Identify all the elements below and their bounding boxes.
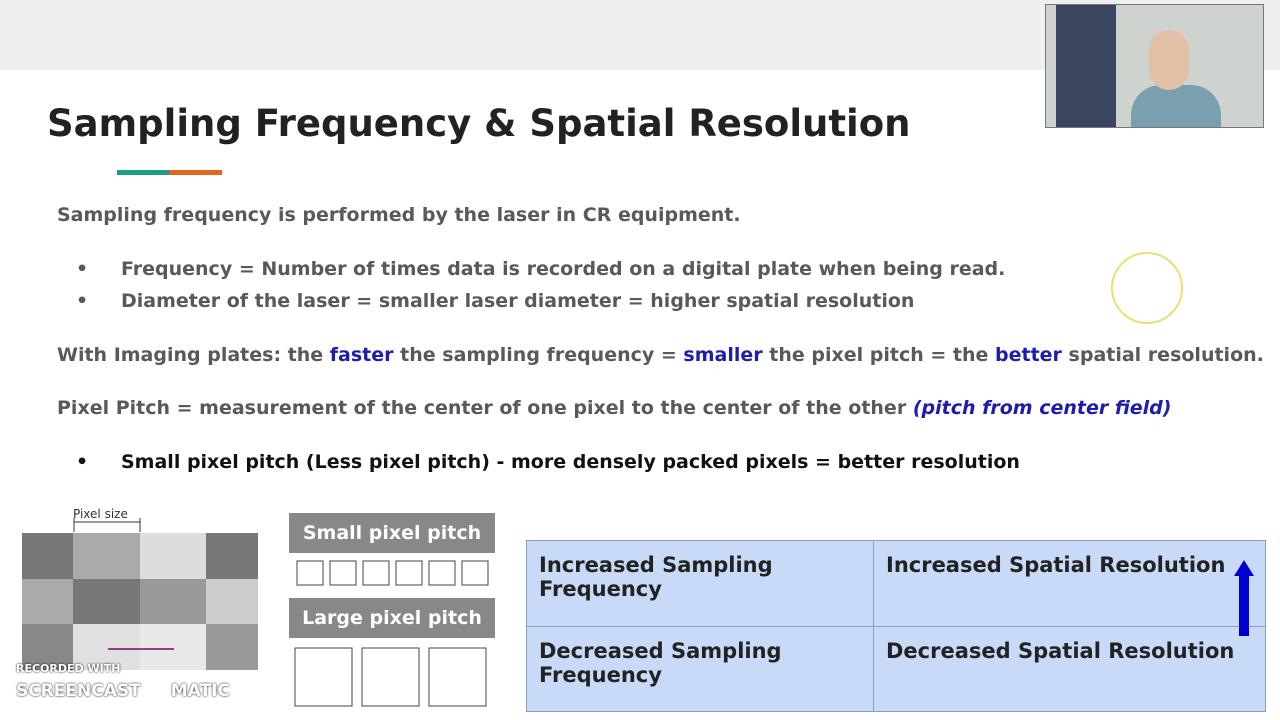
cursor-highlight (1111, 252, 1183, 324)
accent (117, 170, 169, 175)
highlight: faster (329, 344, 394, 366)
figure-label: Pixel size (73, 507, 128, 521)
cell: Increased Spatial Resolution (873, 540, 1266, 627)
small-pitch-icons (296, 560, 489, 586)
table: Increased Sampling Frequency Increased Sp… (526, 540, 1266, 712)
highlight: smaller (683, 344, 763, 366)
highlight: (pitch from center field) (912, 397, 1172, 419)
imaging-plates: With Imaging plates: the faster the samp… (57, 344, 1264, 366)
bullet-text: Diameter of the laser = smaller laser di… (121, 290, 915, 312)
pixel-pitch: Pixel Pitch = measurement of the center … (57, 397, 1171, 419)
text: the sampling frequency = (393, 344, 684, 366)
text: spatial resolution. (1061, 344, 1264, 366)
person (1131, 85, 1221, 127)
large-pitch-icons (294, 647, 487, 707)
bullet-text: Small pixel pitch (Less pixel pitch) - m… (121, 451, 1020, 473)
cell: Decreased Sampling Frequency (526, 625, 874, 712)
bullet: • (76, 258, 89, 280)
watermark-text: MATIC (170, 681, 230, 701)
panel-header: Large pixel pitch (289, 598, 495, 638)
webcam (1045, 4, 1264, 128)
intro: Sampling frequency is performed by the l… (57, 204, 741, 226)
pixel-grid (22, 518, 258, 670)
cell: Increased Sampling Frequency (526, 540, 874, 627)
panel-header: Small pixel pitch (289, 513, 495, 553)
accent (169, 170, 222, 175)
text: With Imaging plates: the (57, 344, 330, 366)
bullet-text: Frequency = Number of times data is reco… (121, 258, 1006, 280)
watermark: SCREENCAST MATIC (16, 681, 230, 701)
watermark-text: SCREENCAST (16, 681, 141, 701)
bullet: • (76, 290, 89, 312)
bullet: • (76, 451, 89, 473)
face (1149, 30, 1189, 90)
title: Sampling Frequency & Spatial Resolution (47, 102, 911, 145)
cell: Decreased Spatial Resolution (873, 625, 1266, 712)
text: Pixel Pitch = measurement of the center … (57, 397, 913, 419)
text: the pixel pitch = the (762, 344, 995, 366)
highlight: better (995, 344, 1062, 366)
watermark: RECORDED WITH (16, 662, 121, 675)
up-arrow (1234, 560, 1254, 636)
curtain (1056, 5, 1116, 127)
